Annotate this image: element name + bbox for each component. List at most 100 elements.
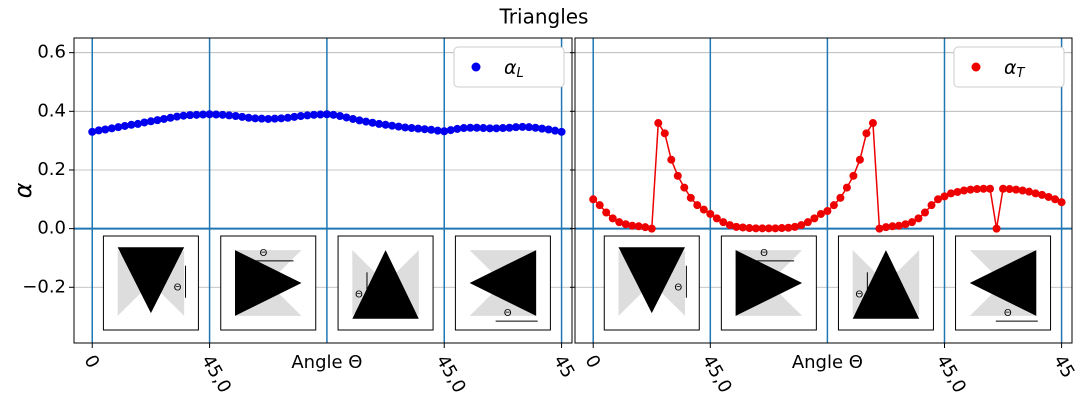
data-point xyxy=(107,124,116,133)
inset-triangle xyxy=(352,250,419,319)
data-point xyxy=(920,208,929,217)
inset-shadow xyxy=(618,250,652,316)
data-point xyxy=(751,224,760,233)
data-point xyxy=(914,214,923,223)
data-point xyxy=(440,127,449,136)
data-point xyxy=(621,220,630,229)
x-tick-label: 45 xyxy=(549,352,579,382)
inset-shadow xyxy=(352,250,386,316)
data-point xyxy=(244,113,253,122)
data-point xyxy=(446,126,455,135)
data-point xyxy=(842,183,851,192)
data-point xyxy=(875,224,884,233)
data-point xyxy=(335,112,344,121)
data-point xyxy=(472,123,481,132)
data-point xyxy=(1025,187,1034,196)
data-point xyxy=(686,193,695,202)
data-point xyxy=(492,124,501,133)
data-point xyxy=(654,119,663,128)
data-point xyxy=(342,113,351,122)
x-tick-label: 45,0 xyxy=(932,352,970,397)
x-tick-label: 45,0 xyxy=(698,352,736,397)
data-point xyxy=(414,124,423,133)
data-point xyxy=(738,223,747,232)
data-point xyxy=(628,221,637,230)
data-point xyxy=(706,209,715,218)
data-point xyxy=(992,224,1001,233)
inset-label: Θ xyxy=(260,248,268,259)
data-point xyxy=(225,111,234,120)
inset-triangle xyxy=(234,250,302,316)
data-point xyxy=(257,114,266,123)
data-point xyxy=(557,127,566,136)
data-point xyxy=(999,184,1008,193)
data-point xyxy=(420,125,429,134)
data-point xyxy=(186,111,195,120)
data-point xyxy=(238,112,247,121)
data-point xyxy=(901,220,910,229)
data-point xyxy=(758,224,767,233)
data-point xyxy=(947,189,956,198)
data-point xyxy=(205,110,214,119)
data-point xyxy=(699,205,708,214)
data-point xyxy=(1051,195,1060,204)
x-tick-label: 0 xyxy=(581,352,605,372)
y-tick-label: 0.4 xyxy=(37,100,66,121)
data-point xyxy=(544,125,553,134)
inset-triangle xyxy=(969,250,1037,316)
data-point xyxy=(862,129,871,138)
data-point xyxy=(725,221,734,230)
x-tick-label: 45 xyxy=(1049,352,1079,382)
data-point xyxy=(166,113,175,122)
data-point xyxy=(264,114,273,123)
data-point xyxy=(940,192,949,201)
data-point xyxy=(322,110,331,119)
data-point xyxy=(140,118,149,127)
data-point xyxy=(973,185,982,194)
data-point xyxy=(953,187,962,196)
data-point xyxy=(829,201,838,210)
data-point xyxy=(114,123,123,132)
inset-label: Θ xyxy=(760,248,768,259)
x-axis-label: Angle Θ xyxy=(792,352,863,373)
data-point xyxy=(355,116,364,125)
data-point xyxy=(199,110,208,119)
data-point xyxy=(894,221,903,230)
data-point xyxy=(966,185,975,194)
inset-label: Θ xyxy=(855,289,863,300)
data-point xyxy=(810,214,819,223)
data-point xyxy=(524,123,533,132)
data-point xyxy=(303,111,312,120)
inset-triangle xyxy=(469,250,537,316)
data-point xyxy=(348,114,357,123)
data-point xyxy=(979,184,988,193)
data-point xyxy=(179,111,188,120)
data-point xyxy=(1018,186,1027,195)
x-tick-label: 45,0 xyxy=(432,352,470,397)
data-point xyxy=(790,222,799,231)
data-point xyxy=(146,117,155,126)
data-point xyxy=(667,155,676,164)
data-point xyxy=(855,155,864,164)
data-point xyxy=(277,114,286,123)
inset-triangle xyxy=(852,250,920,319)
data-point xyxy=(231,112,240,121)
data-point xyxy=(153,116,162,125)
data-point xyxy=(777,224,786,233)
data-point xyxy=(712,214,721,223)
inset-triangle xyxy=(117,247,185,314)
inset-label: Θ xyxy=(174,283,182,294)
data-point xyxy=(634,222,643,231)
data-point xyxy=(212,110,221,119)
inset-shadow xyxy=(385,250,419,316)
data-point xyxy=(362,117,371,126)
data-point xyxy=(986,184,995,193)
data-point xyxy=(538,124,547,133)
data-point xyxy=(745,224,754,233)
data-point xyxy=(159,114,168,123)
data-point xyxy=(849,171,858,180)
data-point xyxy=(1044,192,1053,201)
data-point xyxy=(459,124,468,133)
data-point xyxy=(531,123,540,132)
data-point xyxy=(673,171,682,180)
